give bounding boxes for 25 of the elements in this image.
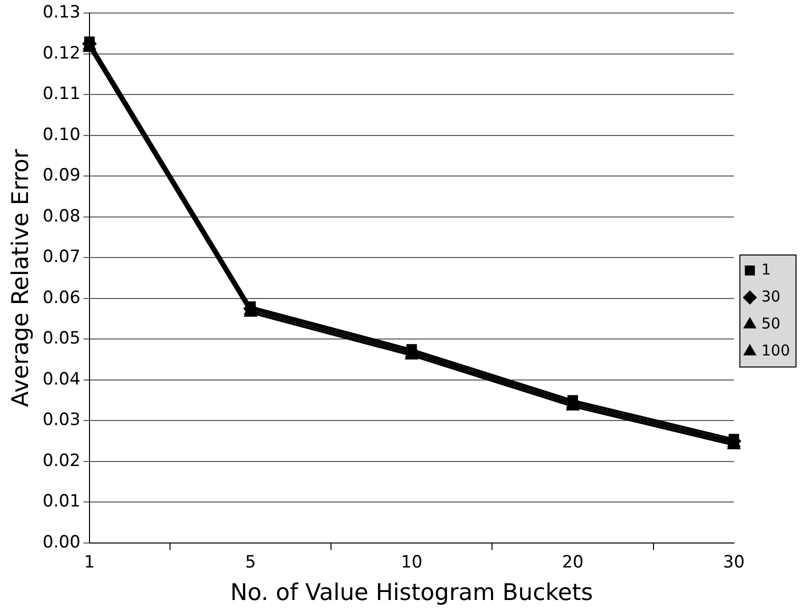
y-tick-label: 0.03 bbox=[42, 410, 80, 430]
y-tick-label: 0.05 bbox=[42, 328, 80, 349]
y-tick-label: 0.00 bbox=[42, 532, 80, 552]
legend-label: 50 bbox=[761, 314, 780, 332]
y-tick-label: 0.13 bbox=[42, 2, 80, 23]
x-tick-label: 10 bbox=[400, 552, 422, 573]
y-tick-label: 0.12 bbox=[42, 43, 80, 64]
y-tick-label: 0.04 bbox=[42, 369, 80, 390]
x-tick-label: 20 bbox=[562, 552, 584, 573]
y-tick-label: 0.06 bbox=[42, 288, 80, 308]
x-axis-title: No. of Value Histogram Buckets bbox=[230, 580, 594, 606]
y-tick-label: 0.11 bbox=[42, 84, 80, 104]
legend-label: 30 bbox=[761, 287, 780, 306]
y-axis-title: Average Relative Error bbox=[8, 148, 34, 408]
x-tick-label: 5 bbox=[245, 552, 256, 573]
y-tick-label: 0.10 bbox=[42, 124, 80, 145]
legend-label: 100 bbox=[761, 341, 790, 360]
x-tick-label: 1 bbox=[84, 552, 95, 573]
y-tick-label: 0.09 bbox=[42, 166, 80, 186]
legend-label: 1 bbox=[761, 260, 771, 278]
y-tick-label: 0.07 bbox=[42, 247, 80, 268]
y-tick-label: 0.02 bbox=[42, 450, 80, 471]
y-tick-label: 0.08 bbox=[42, 206, 80, 226]
y-tick-label: 0.01 bbox=[42, 492, 80, 512]
x-tick-label: 30 bbox=[723, 552, 745, 573]
